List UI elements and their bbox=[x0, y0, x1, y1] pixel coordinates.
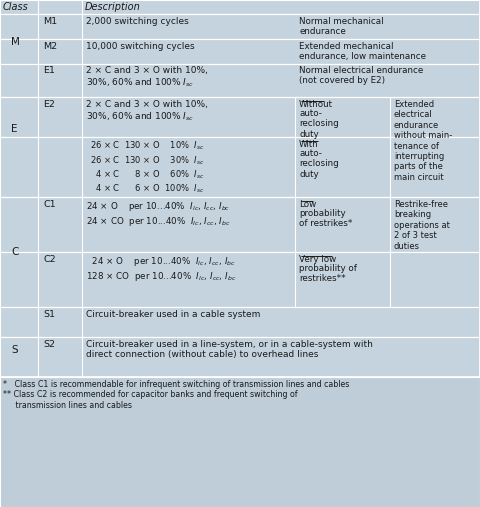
Bar bbox=[0, 337, 480, 377]
Text: probability of
restrikes**: probability of restrikes** bbox=[299, 264, 357, 283]
Text: E: E bbox=[11, 124, 17, 134]
Text: E2: E2 bbox=[43, 100, 55, 109]
Text: Circuit-breaker used in a line-system, or in a cable-system with
direct connecti: Circuit-breaker used in a line-system, o… bbox=[86, 340, 373, 359]
Bar bbox=[0, 97, 480, 137]
Bar bbox=[0, 0, 480, 14]
Text: C1: C1 bbox=[43, 200, 56, 209]
Text: 2 × C and 3 × O with 10%,
30%, 60% and 100% $I_{sc}$: 2 × C and 3 × O with 10%, 30%, 60% and 1… bbox=[86, 100, 208, 123]
Text: Very low: Very low bbox=[299, 255, 336, 264]
Text: C2: C2 bbox=[43, 255, 56, 264]
Text: Extended mechanical
endurance, low maintenance: Extended mechanical endurance, low maint… bbox=[299, 42, 426, 61]
Bar bbox=[0, 0, 480, 377]
Text: 2 × C and 3 × O with 10%,
30%, 60% and 100% $I_{sc}$: 2 × C and 3 × O with 10%, 30%, 60% and 1… bbox=[86, 66, 208, 89]
Text: Class: Class bbox=[3, 2, 29, 12]
Text: Extended
electrical
endurance
without main-
tenance of
interrupting
parts of the: Extended electrical endurance without ma… bbox=[394, 100, 452, 182]
Bar bbox=[0, 64, 480, 97]
Bar bbox=[0, 197, 480, 252]
Text: Normal electrical endurance
(not covered by E2): Normal electrical endurance (not covered… bbox=[299, 66, 423, 85]
Text: 26 × C  130 × O    10%  $I_{sc}$
26 × C  130 × O    30%  $I_{sc}$
  4 × C      8: 26 × C 130 × O 10% $I_{sc}$ 26 × C 130 ×… bbox=[90, 140, 204, 195]
Text: 2,000 switching cycles: 2,000 switching cycles bbox=[86, 17, 189, 26]
Text: 24 × O    per 10...40%  $I_{lc}$, $I_{cc}$, $I_{bc}$
128 × CO  per 10...40%  $I_: 24 × O per 10...40% $I_{lc}$, $I_{cc}$, … bbox=[86, 255, 236, 283]
Text: E1: E1 bbox=[43, 66, 55, 75]
Text: auto-
reclosing
duty: auto- reclosing duty bbox=[299, 109, 339, 139]
Text: Description: Description bbox=[85, 2, 141, 12]
Text: Circuit-breaker used in a cable system: Circuit-breaker used in a cable system bbox=[86, 310, 260, 319]
Text: M1: M1 bbox=[43, 17, 57, 26]
Text: Restrike-free
breaking
operations at
2 of 3 test
duties: Restrike-free breaking operations at 2 o… bbox=[394, 200, 450, 250]
Text: S1: S1 bbox=[43, 310, 55, 319]
Text: S: S bbox=[11, 345, 18, 355]
Text: Low: Low bbox=[299, 200, 316, 209]
Text: With: With bbox=[299, 140, 319, 149]
Text: Normal mechanical
endurance: Normal mechanical endurance bbox=[299, 17, 384, 37]
Text: *   Class C1 is recommendable for infrequent switching of transmission lines and: * Class C1 is recommendable for infreque… bbox=[3, 380, 349, 410]
Text: M2: M2 bbox=[43, 42, 57, 51]
Text: Without: Without bbox=[299, 100, 333, 109]
Bar bbox=[0, 307, 480, 337]
Text: 24 × O    per 10...40%  $I_{lc}$, $I_{cc}$, $I_{bc}$
24 × CO  per 10...40%  $I_{: 24 × O per 10...40% $I_{lc}$, $I_{cc}$, … bbox=[86, 200, 231, 228]
Text: probability
of restrikes*: probability of restrikes* bbox=[299, 209, 352, 228]
Bar bbox=[0, 39, 480, 64]
Text: auto-
reclosing
duty: auto- reclosing duty bbox=[299, 149, 339, 179]
Text: M: M bbox=[11, 37, 20, 47]
Text: C: C bbox=[11, 247, 18, 257]
Text: S2: S2 bbox=[43, 340, 55, 349]
Bar bbox=[0, 377, 480, 507]
Bar bbox=[0, 137, 480, 197]
Text: 10,000 switching cycles: 10,000 switching cycles bbox=[86, 42, 194, 51]
Bar bbox=[0, 252, 480, 307]
Bar bbox=[0, 14, 480, 39]
